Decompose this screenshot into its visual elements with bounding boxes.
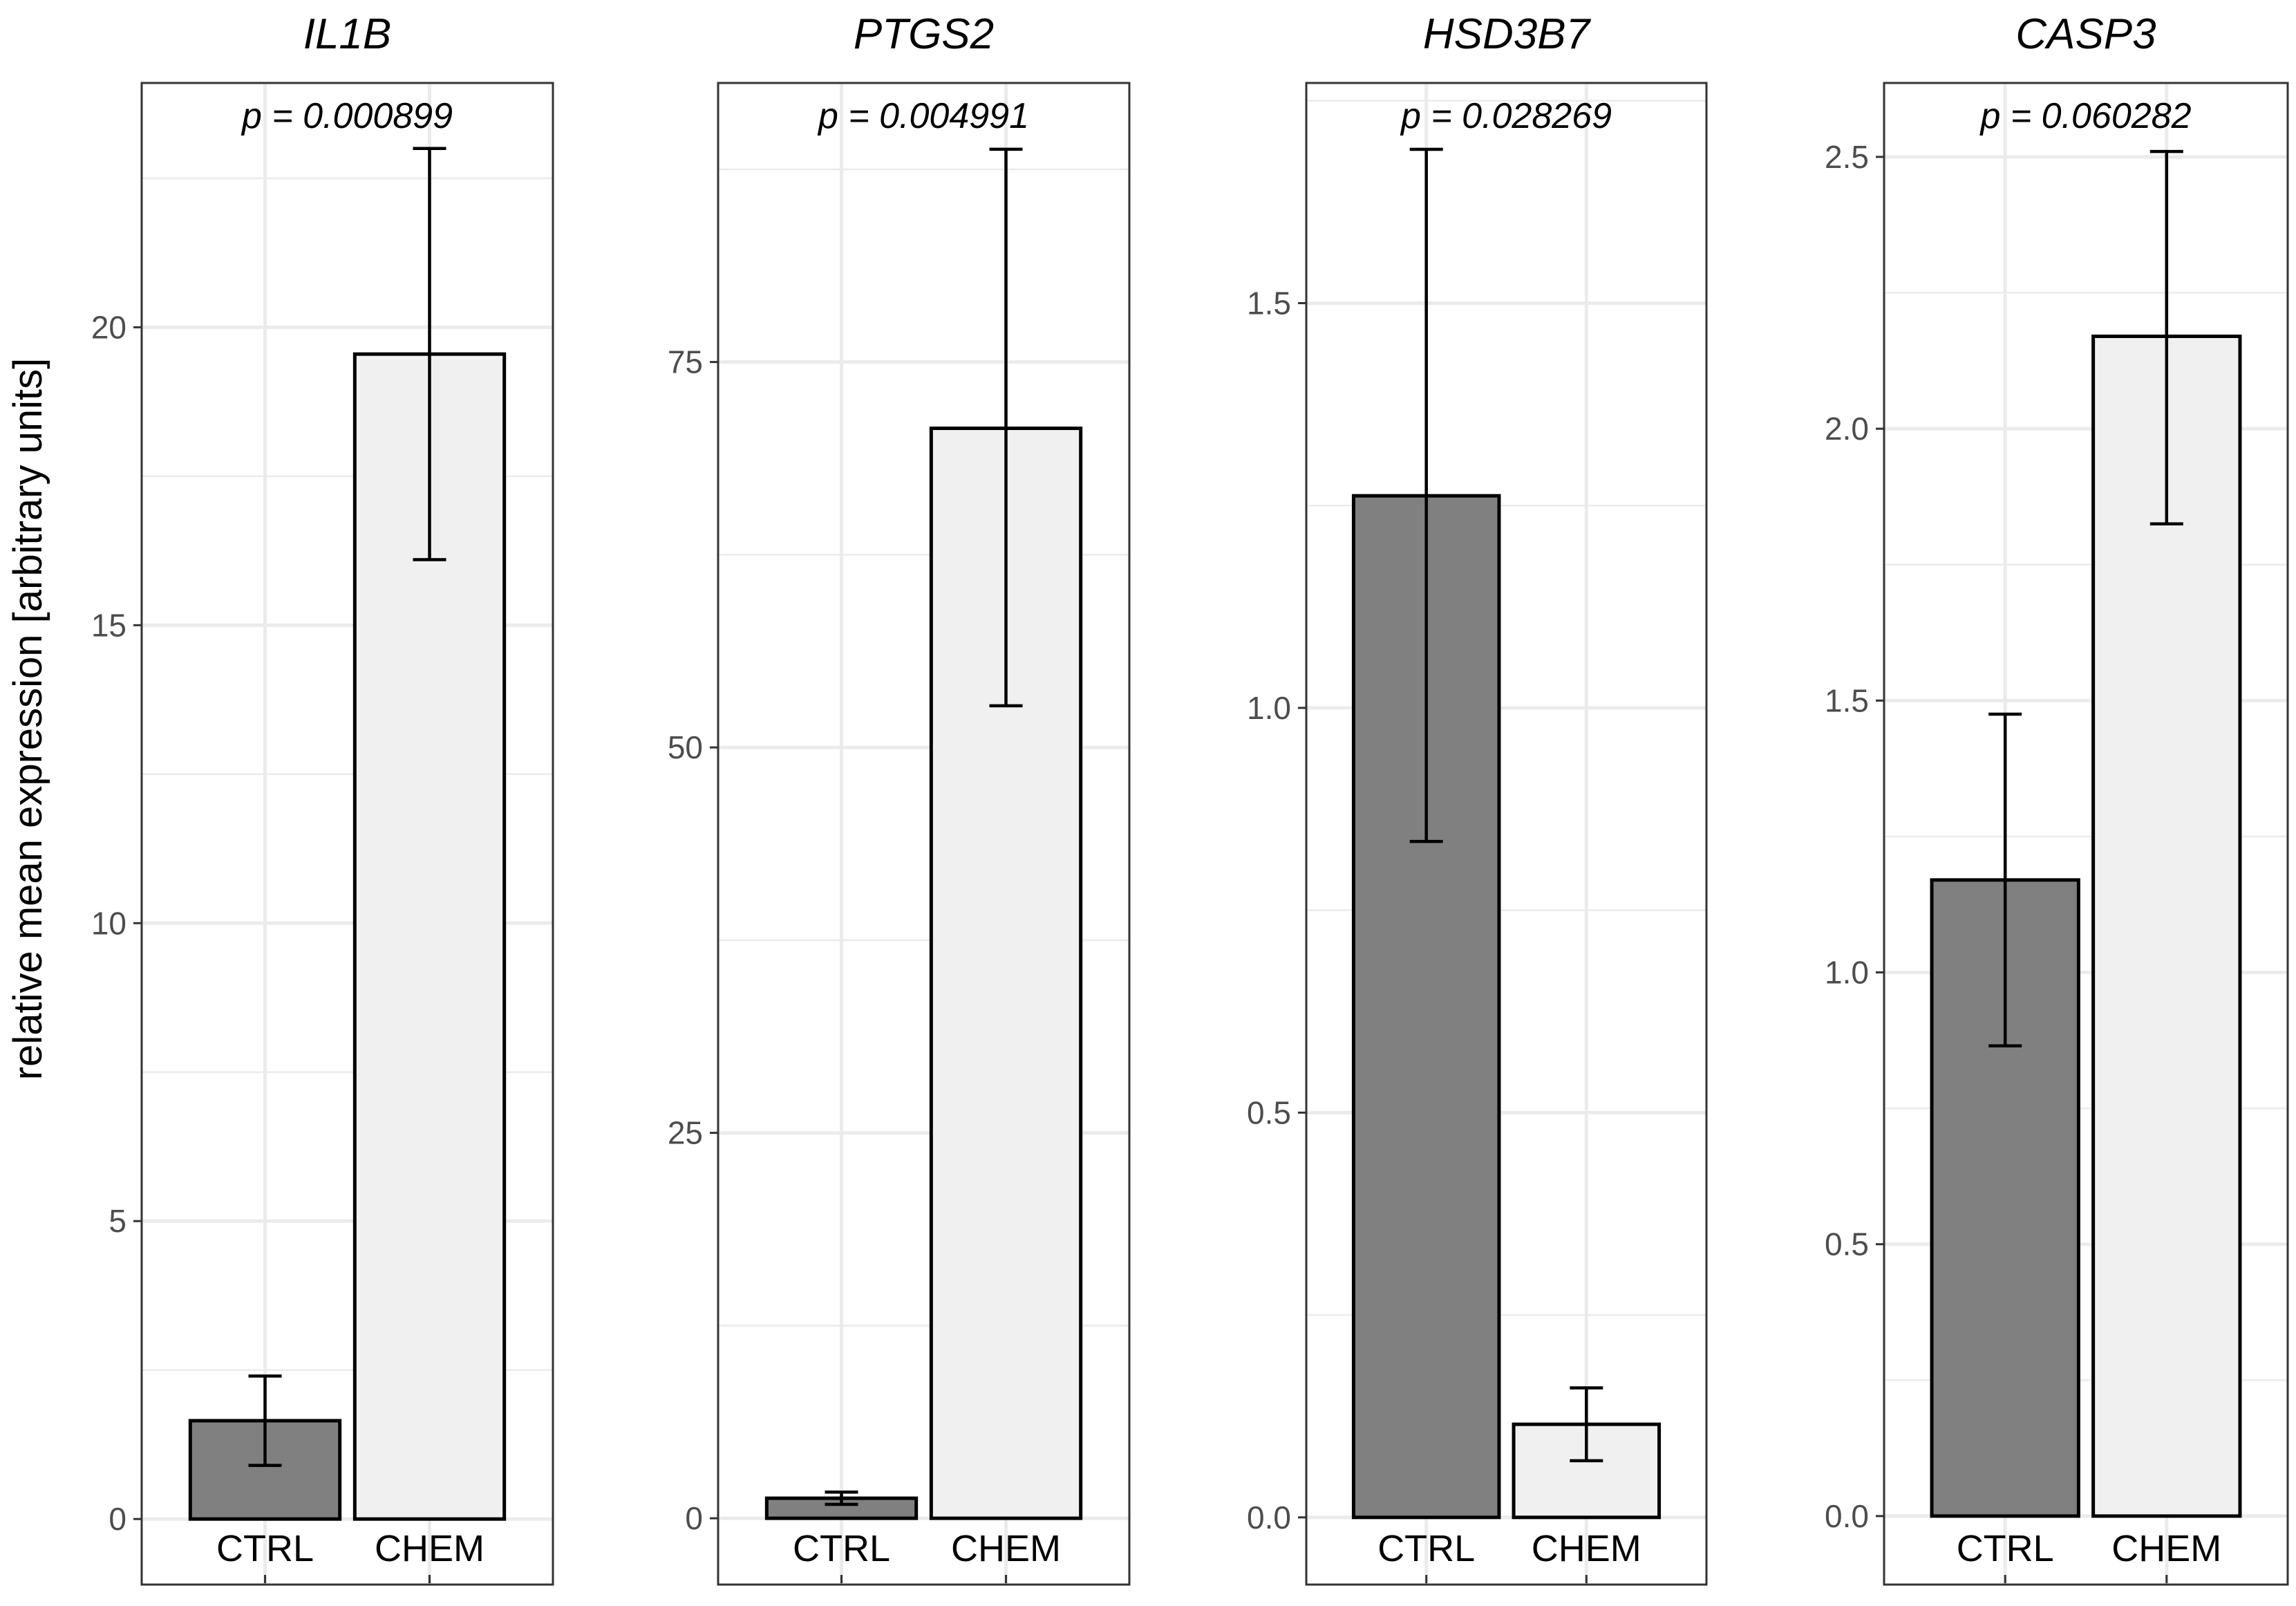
panel-4-ytick-label: 2.5: [1825, 139, 1869, 175]
panel-2-ytick-label: 50: [668, 729, 703, 765]
panel-3-ytick-label: 0.0: [1247, 1500, 1291, 1535]
panel-4-bar-chem: [2091, 334, 2242, 1518]
panel-4-p-value: p = 0.060282: [1979, 96, 2191, 136]
panel-2-p-value: p = 0.004991: [817, 96, 1029, 136]
panel-1-ytick-label: 10: [91, 905, 126, 941]
panel-3-ytick-label: 1.0: [1247, 690, 1291, 726]
panel-2-border: [717, 82, 1131, 1586]
panel-1-xtick-label-chem: CHEM: [375, 1528, 484, 1569]
panel-4-ytick-label: 1.0: [1825, 955, 1869, 991]
panel-3-ytick-label: 0.5: [1247, 1094, 1291, 1130]
panel-4-xtick-label-chem: CHEM: [2111, 1528, 2221, 1569]
panel-4-ytick-label: 0.5: [1825, 1226, 1869, 1262]
panel-4-ytick-label: 1.5: [1825, 682, 1869, 718]
panel-2-xtick-label-chem: CHEM: [951, 1528, 1061, 1569]
panel-2-ytick-label: 25: [668, 1115, 703, 1151]
panel-1-xtick-label-ctrl: CTRL: [216, 1528, 314, 1569]
panel-4-xtick-label-ctrl: CTRL: [1957, 1528, 2054, 1569]
panel-4-border: [1883, 82, 2289, 1586]
panel-1-border: [140, 82, 554, 1586]
panel-1-title: IL1B: [303, 10, 392, 58]
panel-1-ytick-label: 5: [109, 1203, 126, 1239]
panel-3-title: HSD3B7: [1423, 10, 1592, 58]
panel-2-ytick-label: 0: [685, 1500, 703, 1536]
panel-3-border: [1305, 82, 1708, 1586]
panel-4-title: CASP3: [2015, 10, 2156, 58]
panel-2-ytick-label: 75: [668, 344, 703, 380]
panel-2-title: PTGS2: [854, 10, 994, 58]
panel-3-xtick-label-ctrl: CTRL: [1377, 1528, 1475, 1569]
panel-1-ytick-label: 20: [91, 309, 126, 345]
y-axis-label: relative mean expression [arbitrary unit…: [6, 358, 50, 1080]
panel-4-ytick-label: 0.0: [1825, 1498, 1869, 1534]
panel-3-ytick-label: 1.5: [1247, 285, 1291, 321]
panel-4-ytick-label: 2.0: [1825, 411, 1869, 447]
panel-2-xtick-label-ctrl: CTRL: [793, 1528, 890, 1569]
panel-3-xtick-label-chem: CHEM: [1532, 1528, 1641, 1569]
panel-1-ytick-label: 15: [91, 607, 126, 643]
panel-3-p-value: p = 0.028269: [1400, 96, 1612, 136]
panel-1-ytick-label: 0: [109, 1501, 126, 1537]
panel-1-p-value: p = 0.000899: [241, 96, 453, 136]
